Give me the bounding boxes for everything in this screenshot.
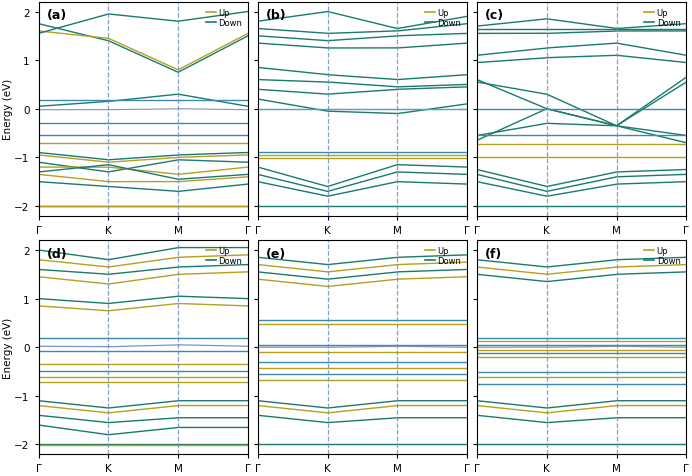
Text: (c): (c) bbox=[485, 9, 504, 22]
Legend: Up, Down: Up, Down bbox=[424, 245, 463, 268]
Text: (b): (b) bbox=[266, 9, 286, 22]
Legend: Up, Down: Up, Down bbox=[642, 7, 682, 30]
Text: (a): (a) bbox=[47, 9, 67, 22]
Legend: Up, Down: Up, Down bbox=[642, 245, 682, 268]
Y-axis label: Energy (eV): Energy (eV) bbox=[3, 317, 12, 378]
Text: (f): (f) bbox=[485, 247, 502, 260]
Text: (e): (e) bbox=[266, 247, 286, 260]
Y-axis label: Energy (eV): Energy (eV) bbox=[3, 79, 12, 140]
Legend: Up, Down: Up, Down bbox=[204, 7, 244, 30]
Legend: Up, Down: Up, Down bbox=[204, 245, 244, 268]
Legend: Up, Down: Up, Down bbox=[424, 7, 463, 30]
Text: (d): (d) bbox=[47, 247, 68, 260]
